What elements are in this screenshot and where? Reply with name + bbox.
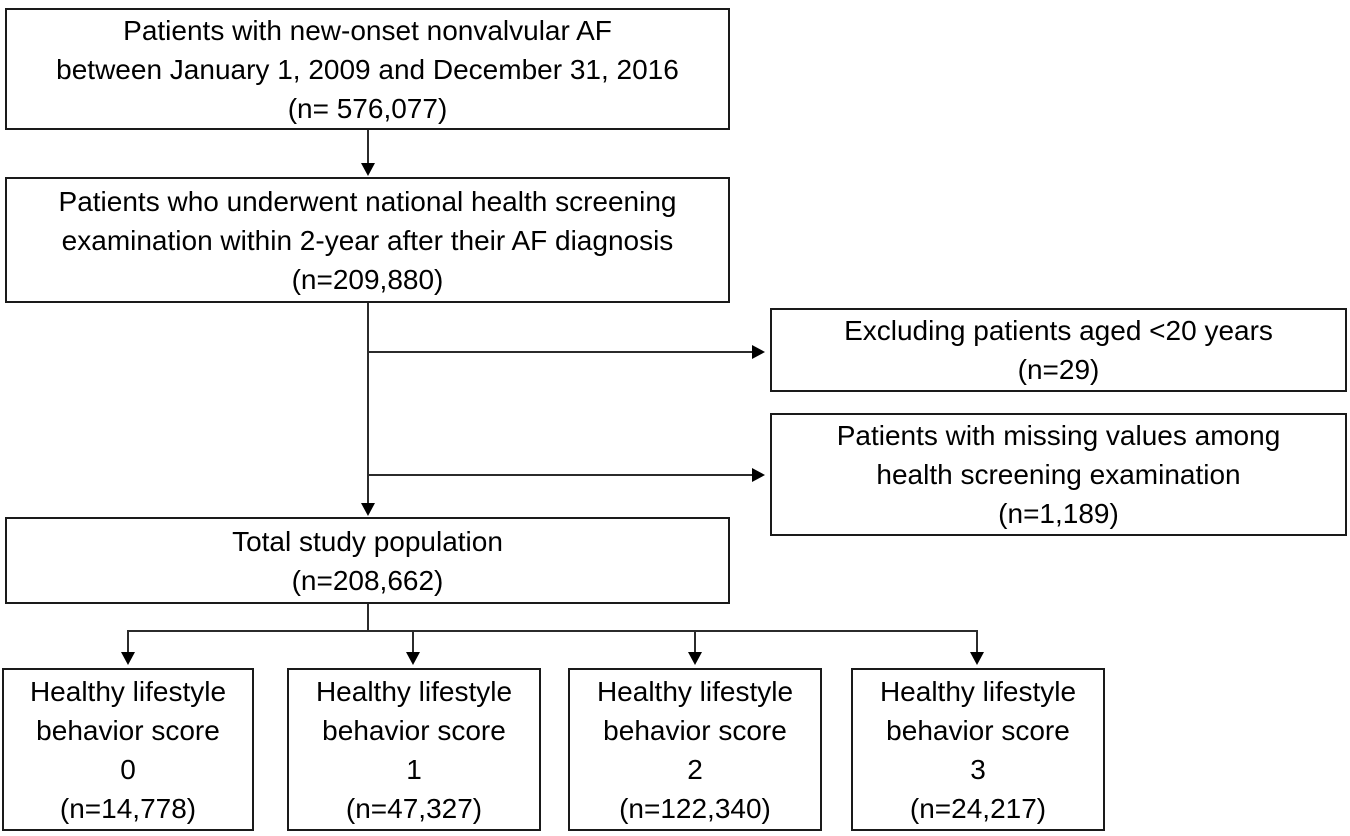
connector-drop-score1-line — [412, 630, 414, 653]
connector-screening-to-total-line — [367, 303, 369, 504]
arrow-down-icon — [361, 163, 375, 176]
connector-distribution-line — [127, 630, 978, 632]
arrow-down-icon — [121, 652, 135, 665]
box-screening-examination-text: Patients who underwent national health s… — [58, 185, 677, 295]
connector-initial-to-screening-line — [367, 130, 369, 164]
box-score-1: Healthy lifestyle behavior score 1 (n=47… — [287, 668, 541, 831]
box-initial-population: Patients with new-onset nonvalvular AF b… — [5, 8, 730, 130]
box-total-population-text: Total study population (n=208,662) — [232, 525, 503, 596]
box-screening-examination: Patients who underwent national health s… — [5, 177, 730, 303]
connector-exclusion-age-line — [368, 351, 752, 353]
box-score-2-text: Healthy lifestyle behavior score 2 (n=12… — [596, 675, 794, 824]
box-score-3-text: Healthy lifestyle behavior score 3 (n=24… — [879, 675, 1077, 824]
box-score-0-text: Healthy lifestyle behavior score 0 (n=14… — [29, 675, 227, 824]
arrow-down-icon — [970, 652, 984, 665]
box-total-population: Total study population (n=208,662) — [5, 517, 730, 604]
connector-drop-score0-line — [127, 630, 129, 653]
arrow-down-icon — [406, 652, 420, 665]
box-score-3: Healthy lifestyle behavior score 3 (n=24… — [851, 668, 1105, 831]
connector-drop-score2-line — [694, 630, 696, 653]
arrow-right-icon — [752, 468, 765, 482]
box-exclusion-age: Excluding patients aged <20 years (n=29) — [770, 308, 1347, 392]
arrow-right-icon — [752, 345, 765, 359]
box-initial-population-text: Patients with new-onset nonvalvular AF b… — [56, 14, 679, 124]
box-score-2: Healthy lifestyle behavior score 2 (n=12… — [568, 668, 822, 831]
box-exclusion-age-text: Excluding patients aged <20 years (n=29) — [844, 315, 1273, 385]
connector-drop-score3-line — [976, 630, 978, 653]
box-exclusion-missing: Patients with missing values among healt… — [770, 413, 1347, 536]
box-score-1-text: Healthy lifestyle behavior score 1 (n=47… — [315, 675, 513, 824]
box-score-0: Healthy lifestyle behavior score 0 (n=14… — [2, 668, 254, 831]
connector-exclusion-missing-line — [368, 474, 752, 476]
arrow-down-icon — [688, 652, 702, 665]
arrow-down-icon — [361, 503, 375, 516]
connector-total-stub-line — [367, 604, 369, 632]
box-exclusion-missing-text: Patients with missing values among healt… — [836, 420, 1281, 529]
